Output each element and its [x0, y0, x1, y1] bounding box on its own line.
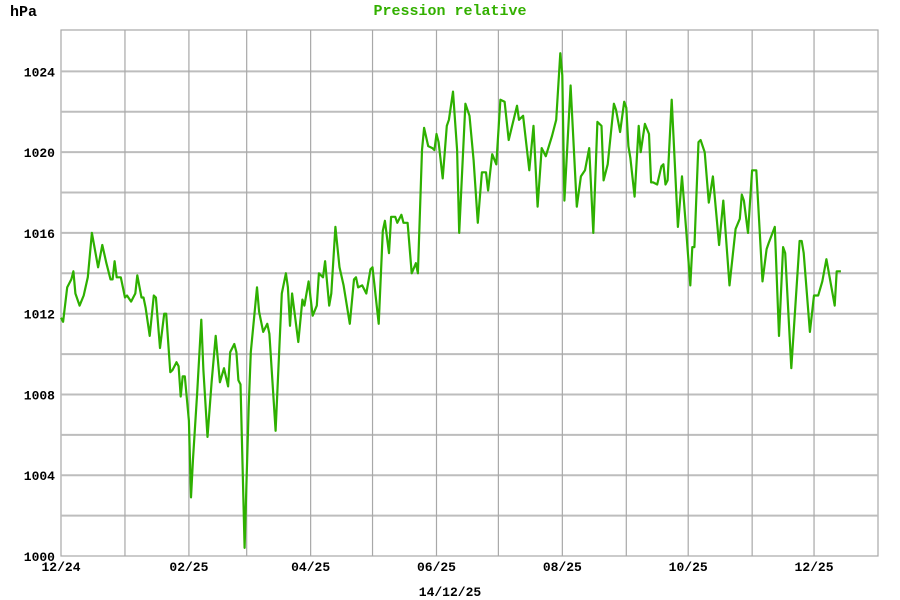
x-tick-label: 12/24: [41, 560, 80, 575]
y-tick-label: 1020: [24, 146, 55, 161]
x-tick-label: 06/25: [417, 560, 456, 575]
chart-title: Pression relative: [373, 3, 526, 20]
x-tick-label: 04/25: [291, 560, 330, 575]
x-tick-label: 02/25: [169, 560, 208, 575]
y-tick-label: 1016: [24, 227, 55, 242]
x-axis-date-label: 14/12/25: [419, 585, 482, 600]
plot-frame: [60, 29, 879, 557]
y-tick-label: 1004: [24, 469, 55, 484]
y-tick-label: 1012: [24, 308, 55, 323]
pressure-line: [60, 52, 841, 549]
y-tick-label: 1008: [24, 388, 55, 403]
x-tick-label: 08/25: [543, 560, 582, 575]
grid: [60, 29, 879, 557]
y-tick-labels: 1000 1004 1008 1012 1016 1020 1024: [24, 65, 55, 565]
y-axis-unit: hPa: [10, 4, 37, 21]
x-tick-label: 12/25: [795, 560, 834, 575]
x-tick-labels: 12/24 02/25 04/25 06/25 08/25 10/25 12/25: [41, 560, 833, 575]
y-tick-label: 1024: [24, 65, 55, 80]
y-tick-label: 1000: [24, 550, 55, 565]
x-tick-label: 10/25: [669, 560, 708, 575]
